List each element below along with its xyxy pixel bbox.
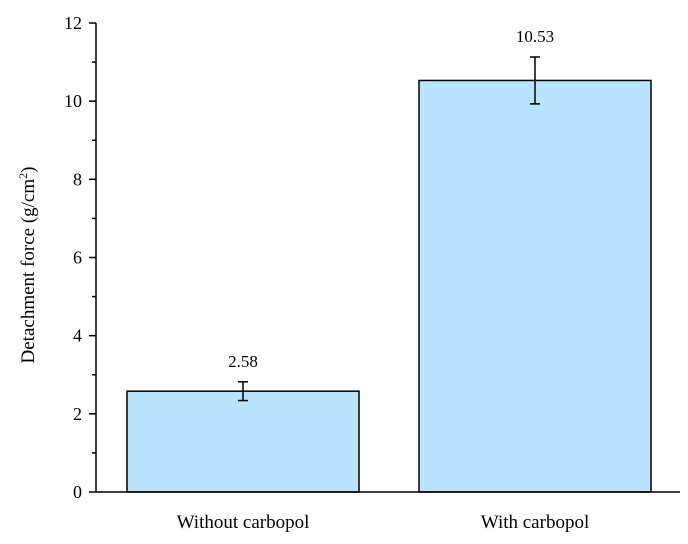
- y-axis-title-superscript: 2: [16, 173, 30, 179]
- data-label: 10.53: [516, 27, 554, 46]
- y-axis-title-main: Detachment force (g/cm: [18, 179, 39, 364]
- y-tick-label: 6: [73, 248, 82, 268]
- y-tick-label: 2: [73, 404, 82, 424]
- y-axis: 0 2 4 6 8 10 12: [64, 13, 97, 502]
- x-category-label: Without carbopol: [177, 512, 310, 533]
- bar: [418, 79, 652, 493]
- x-axis: Without carbopol With carbopol: [96, 491, 680, 533]
- x-category-label: With carbopol: [481, 512, 589, 533]
- y-tick-label: 4: [73, 326, 82, 346]
- data-label: 2.58: [228, 352, 258, 371]
- bars: 2.58 10.53: [126, 27, 652, 493]
- y-tick-label: 10: [64, 91, 82, 111]
- y-tick-label: 12: [64, 13, 82, 33]
- y-tick-label: 0: [73, 482, 82, 502]
- y-axis-title: Detachment force (g/cm2): [16, 167, 39, 364]
- y-tick-label: 8: [73, 169, 82, 189]
- bar: [126, 390, 360, 493]
- y-axis-title-end: ): [18, 167, 39, 173]
